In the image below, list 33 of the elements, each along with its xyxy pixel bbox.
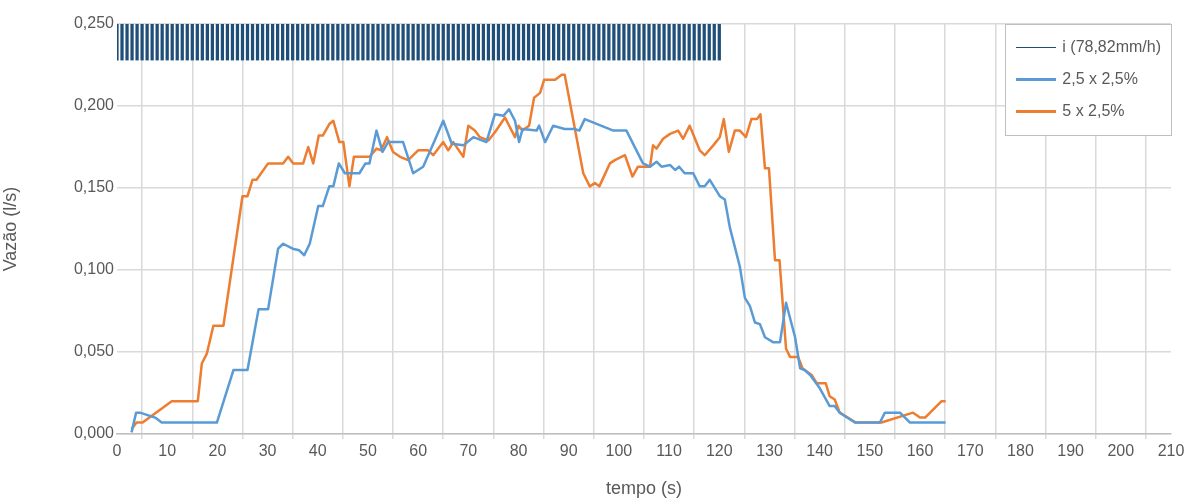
x-axis-title: tempo (s) — [605, 478, 683, 499]
x-tick-label: 170 — [956, 442, 984, 460]
x-tick-label: 30 — [258, 442, 277, 460]
x-tick-label: 130 — [756, 442, 783, 460]
y-tick-label: 0,150 — [73, 178, 115, 196]
x-tick-label: 90 — [559, 442, 578, 460]
x-tick-label: 160 — [906, 442, 934, 460]
y-axis-title: Vazão (l/s) — [0, 186, 20, 272]
y-tick-label: 0,250 — [73, 14, 115, 32]
x-tick-label: 120 — [705, 442, 733, 460]
x-tick-label: 70 — [459, 442, 478, 460]
x-tick-label: 210 — [1157, 442, 1185, 460]
x-tick-label: 0 — [112, 442, 122, 460]
x-tick-label: 150 — [856, 442, 884, 460]
x-tick-label: 50 — [359, 442, 377, 460]
legend-label: 2,5 x 2,5% — [1062, 70, 1138, 88]
x-tick-label: 60 — [409, 442, 428, 460]
legend-label: i (78,82mm/h) — [1062, 38, 1161, 56]
x-tick-label: 140 — [806, 442, 834, 460]
x-tick-label: 190 — [1057, 442, 1085, 460]
y-tick-label: 0,050 — [73, 342, 115, 360]
legend-label: 5 x 2,5% — [1062, 102, 1125, 120]
x-tick-label: 40 — [308, 442, 327, 460]
x-tick-label: 20 — [208, 442, 227, 460]
x-tick-label: 10 — [158, 442, 177, 460]
y-tick-label: 0,200 — [73, 96, 115, 114]
x-tick-label: 80 — [509, 442, 528, 460]
x-tick-label: 100 — [605, 442, 633, 460]
x-tick-label: 180 — [1007, 442, 1034, 460]
y-tick-label: 0,100 — [73, 260, 115, 278]
x-tick-label: 200 — [1107, 442, 1135, 460]
x-tick-label: 110 — [656, 442, 682, 460]
y-tick-label: 0,000 — [73, 424, 115, 442]
